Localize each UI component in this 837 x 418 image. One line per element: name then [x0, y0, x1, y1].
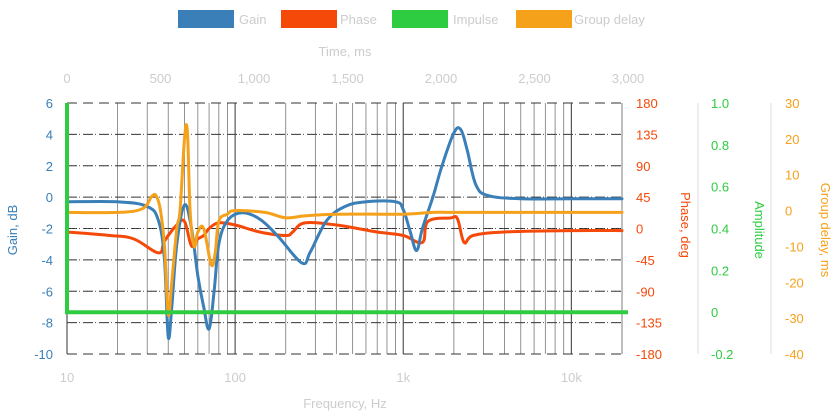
phase-tick-label: -90	[636, 284, 655, 299]
x-top-tick-label: 3,000	[612, 71, 645, 86]
legend-item-phase[interactable]: Phase	[281, 10, 377, 28]
gain-tick-label: 2	[46, 159, 53, 174]
phase-tick-label: 180	[636, 96, 658, 111]
phase-tick-label: 135	[636, 127, 658, 142]
group-delay-tick-label: -30	[785, 311, 804, 326]
phase-tick-label: 90	[636, 159, 650, 174]
group-delay-tick-label: -40	[785, 347, 804, 362]
x-bottom-tick-label: 100	[224, 370, 246, 385]
x-bottom-axis-title: Frequency, Hz	[303, 396, 387, 411]
x-bottom-tick-label: 10	[60, 370, 74, 385]
legend-item-impulse[interactable]: Impulse	[392, 10, 499, 28]
amplitude-tick-label: 0.8	[711, 138, 729, 153]
legend-swatch	[392, 10, 448, 28]
series-group-delay-line	[65, 123, 624, 318]
amplitude-tick-label: 0.6	[711, 180, 729, 195]
phase-tick-label: -45	[636, 253, 655, 268]
gain-tick-label: -10	[34, 347, 53, 362]
gain-tick-label: -6	[41, 284, 53, 299]
group-delay-tick-label: 20	[785, 132, 799, 147]
gain-tick-label: -8	[41, 316, 53, 331]
legend-label: Group delay	[574, 12, 645, 27]
phase-tick-label: 0	[636, 222, 643, 237]
legend-item-gain[interactable]: Gain	[178, 10, 266, 28]
gain-tick-label: -4	[41, 253, 53, 268]
group-delay-axis-title: Group delay, ms	[818, 183, 833, 278]
amplitude-axis-title: Amplitude	[752, 201, 767, 259]
group-delay-tick-label: 10	[785, 168, 799, 183]
amplitude-tick-label: 0.2	[711, 263, 729, 278]
x-top-axis-title: Time, ms	[319, 44, 372, 59]
gain-tick-label: 4	[46, 127, 53, 142]
x-top-tick-label: 1,000	[238, 71, 271, 86]
x-bottom-tick-label: 10k	[561, 370, 582, 385]
legend-swatch	[516, 10, 572, 28]
amplitude-tick-label: 0.4	[711, 222, 729, 237]
legend-swatch	[281, 10, 337, 28]
phase-tick-label: -135	[636, 316, 662, 331]
gain-axis-title: Gain, dB	[5, 205, 20, 256]
group-delay-tick-label: 0	[785, 204, 792, 219]
x-top-tick-label: 2,000	[425, 71, 458, 86]
legend-item-group-delay[interactable]: Group delay	[516, 10, 645, 28]
legend-label: Gain	[239, 12, 266, 27]
amplitude-tick-label: 0	[711, 305, 718, 320]
group-delay-tick-label: -10	[785, 239, 804, 254]
x-bottom-tick-label: 1k	[396, 370, 410, 385]
gain-tick-label: 6	[46, 96, 53, 111]
x-top-tick-label: 1,500	[331, 71, 364, 86]
x-top-tick-label: 500	[150, 71, 172, 86]
series-phase-line	[65, 214, 624, 255]
legend-label: Impulse	[453, 12, 499, 27]
legend: Gain Phase Impulse Group delay	[178, 10, 645, 28]
amplitude-tick-label: 1.0	[711, 96, 729, 111]
gain-tick-label: -2	[41, 222, 53, 237]
phase-tick-label: 45	[636, 190, 650, 205]
group-delay-tick-label: -20	[785, 275, 804, 290]
legend-label: Phase	[340, 12, 377, 27]
grid	[66, 102, 623, 355]
series-impulse-line	[65, 103, 628, 315]
phase-tick-label: -180	[636, 347, 662, 362]
series-gain-line	[65, 126, 624, 341]
phase-axis-title: Phase, deg	[678, 192, 693, 258]
amplitude-tick-label: -0.2	[711, 347, 733, 362]
gain-tick-label: 0	[46, 190, 53, 205]
group-delay-tick-label: 30	[785, 96, 799, 111]
series-group	[65, 103, 628, 341]
x-top-tick-label: 2,500	[518, 71, 551, 86]
legend-swatch	[178, 10, 234, 28]
x-top-tick-label: 0	[63, 71, 70, 86]
